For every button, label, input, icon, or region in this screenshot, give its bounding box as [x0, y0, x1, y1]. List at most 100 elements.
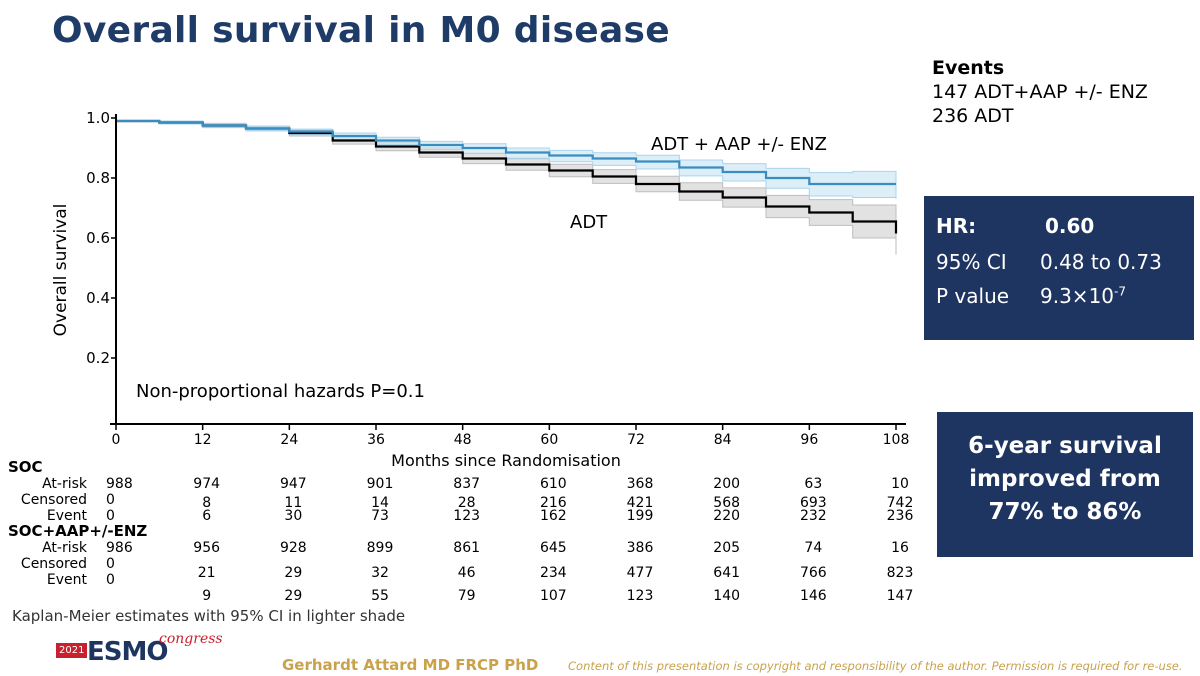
survival-line-3: 77% to 86%	[988, 499, 1142, 525]
risk-cell: 568	[713, 495, 740, 511]
km-survival-chart: 0.20.40.60.81.00 12 24 36 48 60 72 84 96 108Month…	[8, 109, 914, 600]
copyright-notice: Content of this presentation is copyrigh…	[568, 659, 1183, 673]
risk-cell: 74	[804, 540, 822, 556]
logo-name: ESMO	[87, 637, 168, 667]
y-tick-label: 0.8	[86, 169, 110, 187]
events-line-adt: 236 ADT	[932, 105, 1014, 127]
risk-cell: 421	[627, 495, 654, 511]
x-tick-label: 36	[367, 432, 385, 448]
risk-cell: 147	[887, 588, 914, 600]
events-heading: Events	[932, 57, 1005, 79]
x-tick-label: 0	[112, 432, 121, 448]
risk-cell: 73	[371, 508, 389, 524]
risk-cell: 162	[540, 508, 567, 524]
risk-cell: 28	[458, 495, 476, 511]
risk-cell: 146	[800, 588, 827, 600]
risk-cell: 200	[713, 476, 740, 492]
risk-cell: 232	[800, 508, 827, 524]
risk-cell: 641	[713, 565, 740, 581]
hazards-annotation: Non-proportional hazards P=0.1	[136, 381, 425, 402]
series-line-aap	[116, 119, 896, 186]
hr-label: HR:	[936, 214, 977, 238]
risk-cell: 986	[106, 540, 133, 556]
risk-cell: 205	[713, 540, 740, 556]
events-summary: Events 147 ADT+AAP +/- ENZ 236 ADT	[932, 56, 1148, 128]
risk-group-name: SOC+AAP+/-ENZ	[8, 522, 147, 540]
risk-cell: 947	[280, 476, 307, 492]
risk-cell: 837	[453, 476, 480, 492]
esmo-congress-logo: 2021 ESMO congress	[56, 631, 223, 673]
risk-cell: 928	[280, 540, 307, 556]
risk-cell: 14	[371, 495, 389, 511]
x-tick-label: 24	[280, 432, 298, 448]
risk-cell: 140	[713, 588, 740, 600]
km-footnote: Kaplan-Meier estimates with 95% CI in li…	[12, 607, 406, 625]
risk-cell: 742	[887, 495, 914, 511]
survival-line-2: improved from	[969, 466, 1161, 492]
risk-cell: 368	[627, 476, 654, 492]
logo-tagline: congress	[159, 631, 223, 647]
risk-cell: 29	[284, 565, 302, 581]
risk-cell: 988	[106, 476, 133, 492]
risk-cell: 63	[804, 476, 822, 492]
risk-cell: 0	[106, 556, 115, 572]
risk-cell: 0	[106, 492, 115, 508]
ci-value: 0.48 to 0.73	[1040, 250, 1162, 274]
risk-cell: 220	[713, 508, 740, 524]
risk-cell: 10	[891, 476, 909, 492]
y-tick-label: 0.6	[86, 229, 110, 247]
p-value-base: 9.3×10	[1040, 284, 1115, 308]
p-value: 9.3×10-7	[1040, 284, 1126, 308]
risk-cell: 8	[202, 495, 211, 511]
risk-cell: 901	[367, 476, 394, 492]
author-credit: Gerhardt Attard MD FRCP PhD	[282, 656, 539, 674]
series-label-aap: ADT + AAP +/- ENZ	[651, 134, 827, 155]
y-tick-label: 1.0	[86, 109, 110, 127]
risk-row-label: Censored	[21, 556, 87, 572]
x-axis-label: Months since Randomisation	[391, 451, 621, 470]
risk-cell: 216	[540, 495, 567, 511]
risk-cell: 123	[627, 588, 654, 600]
y-tick-label: 0.4	[86, 289, 110, 307]
p-label: P value	[936, 284, 1010, 308]
y-axis-label: Overall survival	[51, 204, 71, 337]
risk-cell: 199	[627, 508, 654, 524]
risk-cell: 956	[193, 540, 220, 556]
x-tick-label: 48	[454, 432, 472, 448]
six-year-survival-box: 6-year survival improved from 77% to 86%	[937, 412, 1193, 557]
risk-cell: 974	[193, 476, 220, 492]
y-tick-label: 0.2	[86, 349, 110, 367]
p-value-exponent: -7	[1114, 284, 1126, 299]
risk-cell: 645	[540, 540, 567, 556]
x-tick-label: 108	[883, 432, 910, 448]
risk-cell: 386	[627, 540, 654, 556]
risk-cell: 107	[540, 588, 567, 600]
risk-cell: 766	[800, 565, 827, 581]
risk-cell: 123	[453, 508, 480, 524]
risk-cell: 0	[106, 572, 115, 588]
risk-cell: 11	[284, 495, 302, 511]
risk-cell: 21	[198, 565, 216, 581]
risk-cell: 29	[284, 588, 302, 600]
risk-cell: 899	[367, 540, 394, 556]
risk-row-label: At-risk	[42, 476, 88, 492]
risk-group-name: SOC	[8, 458, 43, 476]
hr-value: 0.60	[1045, 214, 1095, 238]
events-line-aap: 147 ADT+AAP +/- ENZ	[932, 81, 1148, 103]
x-tick-label: 12	[194, 432, 212, 448]
risk-cell: 46	[458, 565, 476, 581]
risk-cell: 30	[284, 508, 302, 524]
risk-row-label: At-risk	[42, 540, 88, 556]
risk-cell: 823	[887, 565, 914, 581]
ci-label: 95% CI	[936, 250, 1007, 274]
risk-cell: 610	[540, 476, 567, 492]
risk-cell: 32	[371, 565, 389, 581]
x-tick-label: 96	[800, 432, 818, 448]
hazard-ratio-box: HR: 0.60 95% CI 0.48 to 0.73 P value 9.3…	[924, 196, 1194, 340]
risk-row-label: Censored	[21, 492, 87, 508]
logo-year: 2021	[56, 643, 88, 658]
risk-cell: 0	[106, 508, 115, 524]
risk-cell: 477	[627, 565, 654, 581]
risk-cell: 55	[371, 588, 389, 600]
risk-cell: 16	[891, 540, 909, 556]
